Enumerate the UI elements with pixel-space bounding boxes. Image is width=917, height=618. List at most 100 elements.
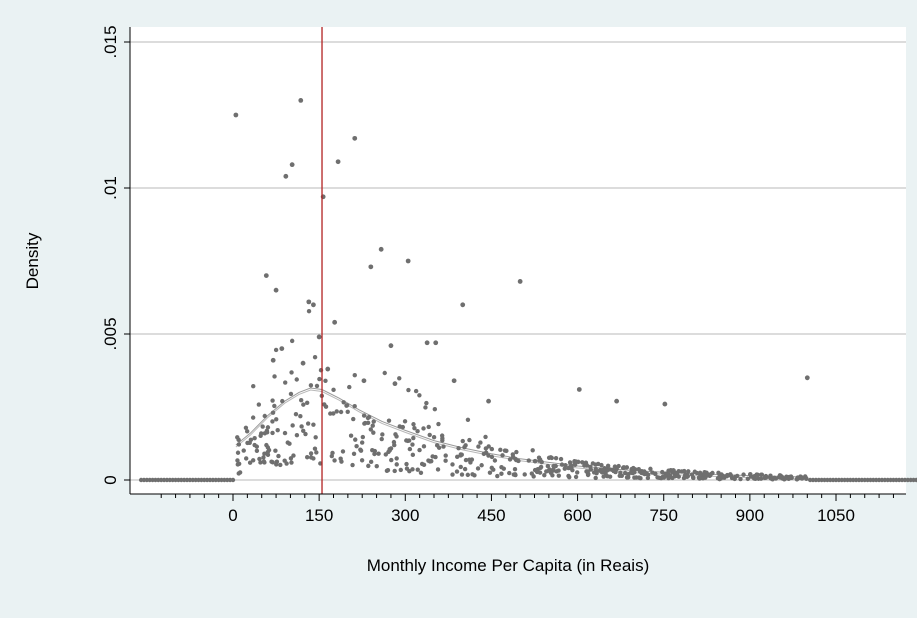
- data-point: [657, 475, 662, 481]
- data-point: [272, 403, 277, 409]
- data-point: [236, 461, 242, 466]
- data-point: [456, 445, 461, 451]
- data-point: [352, 403, 357, 409]
- data-point: [352, 135, 358, 141]
- data-point: [475, 466, 481, 471]
- data-point: [392, 381, 398, 387]
- data-point: [250, 415, 256, 420]
- data-point: [614, 398, 620, 404]
- data-point: [411, 435, 416, 441]
- data-point: [262, 431, 268, 436]
- data-point: [341, 400, 346, 405]
- data-point: [274, 462, 279, 467]
- data-point: [308, 383, 314, 388]
- data-point: [500, 453, 505, 458]
- data-point: [258, 433, 263, 438]
- data-point: [365, 420, 371, 426]
- data-point: [371, 419, 376, 424]
- data-point: [697, 470, 703, 476]
- data-point: [443, 458, 448, 463]
- data-point: [653, 471, 658, 476]
- data-point: [794, 477, 800, 482]
- data-point: [450, 462, 455, 467]
- data-point: [738, 476, 743, 482]
- data-point: [340, 449, 346, 454]
- data-point: [455, 454, 460, 460]
- data-point: [260, 424, 265, 429]
- data-point: [636, 467, 641, 472]
- data-point: [575, 470, 580, 475]
- data-point: [597, 468, 603, 473]
- data-point: [476, 444, 481, 449]
- data-point: [624, 475, 630, 480]
- y-tick-label: .01: [101, 176, 120, 200]
- data-point: [728, 473, 734, 478]
- x-tick-label: 750: [650, 506, 678, 525]
- data-point: [612, 464, 618, 469]
- data-point: [344, 403, 350, 408]
- data-point: [465, 417, 471, 422]
- data-point: [288, 456, 294, 461]
- data-point: [673, 470, 678, 476]
- data-point: [553, 456, 559, 461]
- data-point: [507, 470, 512, 476]
- data-point: [753, 476, 758, 482]
- data-point: [498, 447, 503, 453]
- y-tick-label: .005: [101, 317, 120, 350]
- data-point: [353, 437, 358, 442]
- data-point: [254, 448, 260, 453]
- data-point: [660, 469, 665, 475]
- data-point: [563, 463, 568, 468]
- data-point: [233, 112, 239, 118]
- data-point: [483, 450, 489, 455]
- data-point: [662, 474, 667, 479]
- data-point: [289, 162, 295, 168]
- data-point: [306, 299, 312, 305]
- data-point: [735, 473, 740, 479]
- data-point: [558, 456, 564, 462]
- data-point: [554, 469, 559, 474]
- y-tick-label: 0: [101, 475, 120, 484]
- data-point: [487, 470, 493, 475]
- data-point: [718, 476, 723, 481]
- data-point: [230, 477, 236, 483]
- data-point: [252, 435, 257, 441]
- data-point: [670, 475, 675, 481]
- data-point: [368, 264, 374, 270]
- data-point: [548, 455, 553, 460]
- data-point: [645, 475, 651, 481]
- data-point: [370, 423, 375, 428]
- data-point: [666, 476, 671, 481]
- data-point: [264, 442, 269, 448]
- data-point: [526, 458, 532, 463]
- data-point: [424, 400, 429, 406]
- data-point: [433, 340, 439, 346]
- data-point: [567, 474, 572, 480]
- data-point: [573, 474, 579, 480]
- data-point: [458, 453, 463, 458]
- data-point: [273, 448, 278, 453]
- data-point: [404, 461, 409, 467]
- axis-layer: 0 .005 .01 .015 0 150 300 450 600 750 900 1050: [101, 25, 906, 525]
- data-point: [559, 462, 565, 467]
- data-point: [758, 476, 764, 481]
- data-point: [745, 476, 751, 482]
- data-point: [412, 425, 417, 431]
- data-point: [585, 469, 590, 474]
- data-point: [352, 372, 357, 378]
- data-point: [514, 449, 519, 455]
- data-point: [617, 473, 622, 478]
- data-point: [392, 468, 397, 474]
- data-point: [289, 338, 295, 344]
- data-point: [265, 449, 270, 455]
- data-point: [338, 409, 344, 415]
- data-point: [392, 442, 397, 448]
- data-point: [282, 430, 288, 436]
- data-point: [595, 461, 601, 467]
- data-point: [741, 472, 746, 477]
- data-point: [469, 457, 475, 462]
- data-point: [359, 458, 365, 463]
- data-point: [265, 425, 271, 430]
- data-point: [662, 401, 668, 407]
- data-point: [460, 302, 466, 308]
